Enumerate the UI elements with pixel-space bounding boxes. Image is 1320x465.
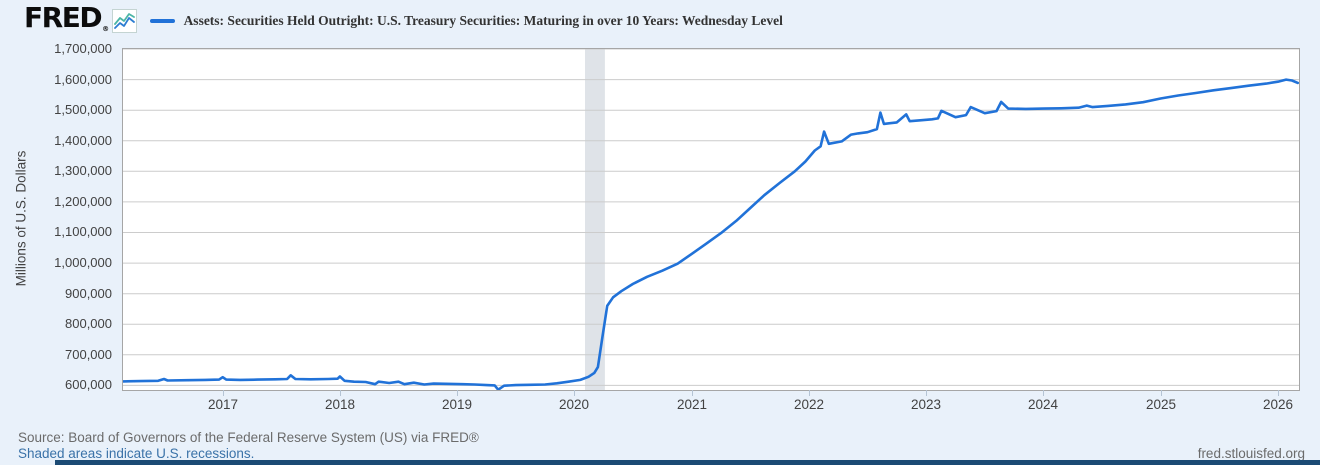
series-legend: Assets: Securities Held Outright: U.S. T…: [149, 13, 783, 29]
line-chart-icon: [111, 9, 137, 33]
series-line-swatch: [149, 19, 175, 23]
y-tick-label: 1,200,000: [54, 194, 112, 209]
y-axis-title: Millions of U.S. Dollars: [13, 150, 29, 287]
x-tick-label: 2023: [910, 397, 942, 412]
y-tick-label: 1,600,000: [54, 72, 112, 87]
x-tick-label: 2021: [676, 397, 708, 412]
y-tick-label: 1,100,000: [54, 224, 112, 239]
x-tick-mark: [1278, 390, 1279, 396]
y-tick-label: 600,000: [65, 377, 112, 392]
bottom-bar: [55, 460, 1320, 465]
recession-note-link[interactable]: Shaded areas indicate U.S. recessions.: [18, 446, 255, 461]
x-tick-mark: [223, 390, 224, 396]
header: FRED® Assets: Securities Held Outright: …: [24, 0, 783, 36]
x-tick-label: 2017: [207, 397, 239, 412]
x-tick-mark: [1161, 390, 1162, 396]
x-tick-label: 2020: [558, 397, 590, 412]
y-tick-label: 700,000: [65, 347, 112, 362]
y-tick-label: 800,000: [65, 316, 112, 331]
x-tick-mark: [340, 390, 341, 396]
x-tick-label: 2025: [1145, 397, 1177, 412]
y-tick-label: 1,500,000: [54, 102, 112, 117]
y-tick-label: 1,700,000: [54, 41, 112, 56]
series-title: Assets: Securities Held Outright: U.S. T…: [183, 13, 783, 28]
registered-mark: ®: [102, 24, 109, 33]
data-line: [123, 78, 1299, 390]
x-tick-mark: [457, 390, 458, 396]
y-tick-label: 1,000,000: [54, 255, 112, 270]
x-tick-mark: [926, 390, 927, 396]
x-tick-label: 2022: [793, 397, 825, 412]
chart-canvas[interactable]: [123, 49, 1299, 390]
x-axis-labels: 2017 2018 2019 2020 2021 2022 2023 2024 2025 2026: [123, 390, 1299, 418]
x-tick-mark: [692, 390, 693, 396]
recession-band: [585, 49, 605, 390]
y-tick-label: 900,000: [65, 286, 112, 301]
x-tick-mark: [574, 390, 575, 396]
source-text: Source: Board of Governors of the Federa…: [18, 430, 479, 445]
y-axis-labels: 600,000 700,000 800,000 900,000 1,000,000 1,1…: [0, 41, 116, 392]
x-tick-label: 2026: [1262, 397, 1294, 412]
y-tick-label: 1,300,000: [54, 163, 112, 178]
fred-logo[interactable]: FRED®: [24, 0, 109, 34]
y-tick-label: 1,400,000: [54, 133, 112, 148]
fred-site-link[interactable]: fred.stlouisfed.org: [1197, 446, 1305, 461]
x-tick-label: 2018: [324, 397, 356, 412]
x-tick-label: 2019: [441, 397, 473, 412]
x-tick-mark: [809, 390, 810, 396]
plot-area[interactable]: [122, 48, 1300, 391]
x-tick-mark: [1043, 390, 1044, 396]
x-tick-label: 2024: [1027, 397, 1059, 412]
